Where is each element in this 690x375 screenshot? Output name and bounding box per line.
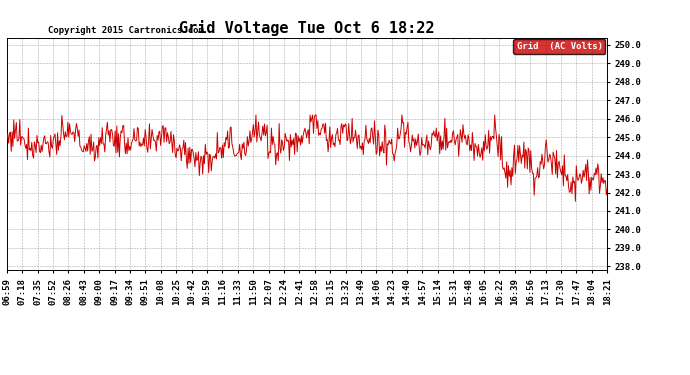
Title: Grid Voltage Tue Oct 6 18:22: Grid Voltage Tue Oct 6 18:22: [179, 20, 435, 36]
Text: Copyright 2015 Cartronics.com: Copyright 2015 Cartronics.com: [48, 26, 204, 35]
Legend: Grid  (AC Volts): Grid (AC Volts): [513, 39, 605, 54]
